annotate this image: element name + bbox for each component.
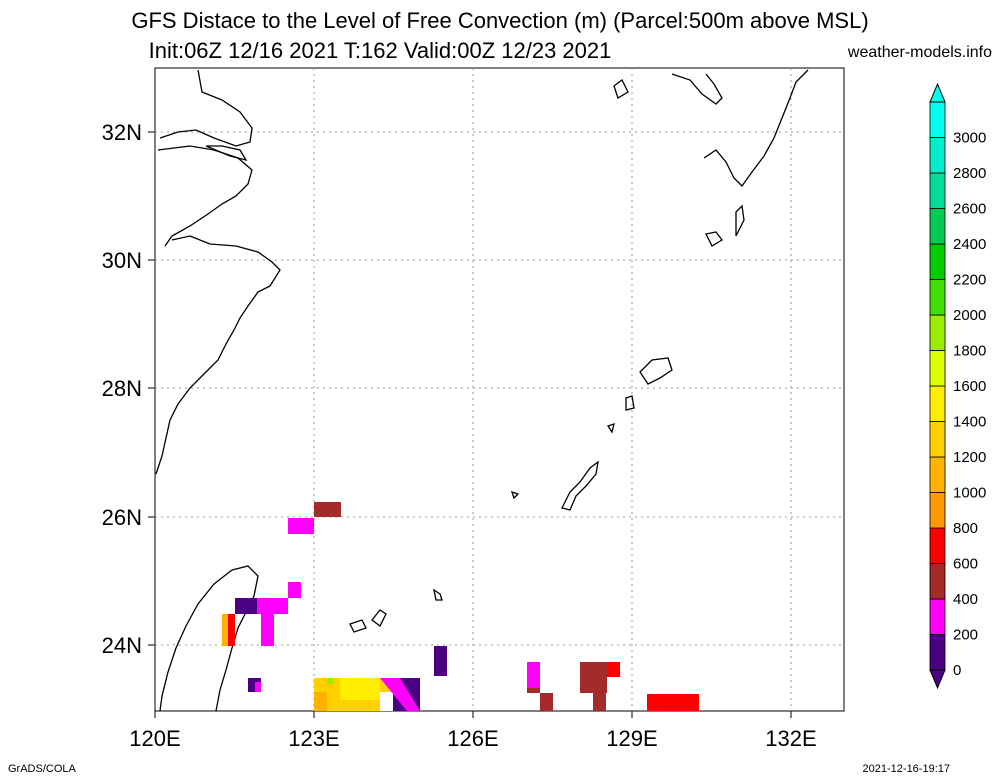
site-credit: weather-models.info — [847, 44, 992, 61]
colorbar-max-arrow — [929, 82, 946, 103]
colorbar-swatch — [929, 137, 946, 174]
colorbar-swatch — [929, 279, 946, 316]
colorbar-label: 2400 — [953, 236, 986, 253]
cell — [540, 693, 553, 711]
colorbar-label: 400 — [953, 591, 978, 608]
colorbar-swatch — [929, 527, 946, 564]
colorbar-swatch — [929, 492, 946, 529]
colorbar-label: 0 — [953, 662, 961, 679]
colorbar-swatch — [929, 350, 946, 387]
colorbar-label: 1800 — [953, 343, 986, 360]
colorbar-swatch — [929, 634, 946, 671]
tick-marks — [148, 131, 792, 718]
cell — [327, 678, 333, 684]
colorbar-swatch — [929, 172, 946, 209]
cell — [527, 662, 540, 688]
cell — [255, 682, 261, 692]
cell — [593, 693, 606, 711]
cell — [314, 692, 327, 711]
colorbar-swatch — [929, 208, 946, 245]
cell — [580, 677, 607, 693]
lat-label: 30N — [102, 248, 142, 273]
lon-label: 123E — [288, 726, 339, 751]
cell — [261, 614, 274, 646]
colorbar-swatch — [929, 243, 946, 280]
footer-software: GrADS/COLA — [8, 763, 76, 775]
lat-label: 24N — [102, 633, 142, 658]
footer-timestamp: 2021-12-16-19:17 — [862, 763, 950, 775]
cell — [314, 502, 341, 517]
colorbar-label: 2800 — [953, 165, 986, 182]
colorbar-label: 2000 — [953, 307, 986, 324]
cell — [434, 646, 447, 676]
cell — [607, 662, 620, 677]
cell — [288, 582, 301, 598]
lat-label: 28N — [102, 376, 142, 401]
chart-title-line2: Init:06Z 12/16 2021 T:162 Valid:00Z 12/2… — [148, 38, 612, 63]
chart-title-line1: GFS Distace to the Level of Free Convect… — [131, 8, 869, 33]
colorbar-label: 3000 — [953, 130, 986, 147]
cell — [288, 518, 314, 534]
lon-label: 126E — [447, 726, 498, 751]
colorbar-label: 1200 — [953, 449, 986, 466]
colorbar-swatch — [929, 598, 946, 635]
grid-lines — [155, 68, 844, 711]
cell — [380, 678, 420, 711]
cell — [527, 688, 540, 693]
colorbar-swatch — [929, 385, 946, 422]
colorbar-label: 1400 — [953, 414, 986, 431]
coastlines — [155, 69, 809, 712]
colorbar-label: 2200 — [953, 272, 986, 289]
map-frame — [154, 67, 845, 712]
lat-label: 26N — [102, 505, 142, 530]
colorbar-label: 2600 — [953, 201, 986, 218]
lon-label: 132E — [765, 726, 816, 751]
cell — [340, 678, 380, 700]
colorbar-label: 800 — [953, 520, 978, 537]
colorbar-label: 200 — [953, 627, 978, 644]
data-cells — [222, 502, 699, 711]
colorbar-label: 1000 — [953, 485, 986, 502]
cell — [228, 614, 235, 646]
colorbar-swatch — [929, 314, 946, 351]
lon-label: 120E — [129, 726, 180, 751]
cell — [647, 694, 699, 711]
colorbar-swatch — [929, 101, 946, 138]
colorbar-label: 1600 — [953, 378, 986, 395]
colorbar-swatch — [929, 563, 946, 600]
colorbar-swatch — [929, 456, 946, 493]
colorbar-min-arrow — [929, 669, 946, 690]
cell — [235, 598, 257, 614]
colorbar-swatch — [929, 421, 946, 458]
colorbar-label: 600 — [953, 556, 978, 573]
lon-label: 129E — [606, 726, 657, 751]
lat-label: 32N — [102, 120, 142, 145]
colorbar: 0 200 400 600 800 1000 1200 1400 1600 1800 2000 220… — [929, 82, 986, 690]
